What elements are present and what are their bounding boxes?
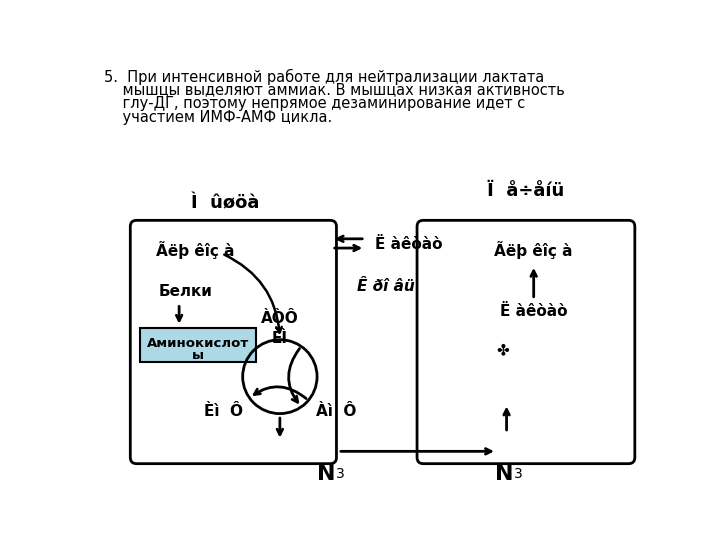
Text: участием ИМФ-АМФ цикла.: участием ИМФ-АМФ цикла. xyxy=(104,110,332,125)
FancyBboxPatch shape xyxy=(140,328,256,362)
Text: мышцы выделяют аммиак. В мышцах низкая активность: мышцы выделяют аммиак. В мышцах низкая а… xyxy=(104,83,564,98)
Text: Èì  Ô: Èì Ô xyxy=(204,404,243,420)
Text: Ê ðî âü: Ê ðî âü xyxy=(357,279,415,294)
Text: Аминокислот: Аминокислот xyxy=(147,337,249,350)
Text: Ì  ûøöà: Ì ûøöà xyxy=(192,194,260,213)
Text: 3: 3 xyxy=(514,467,523,481)
Text: Ãëþ êîç à: Ãëþ êîç à xyxy=(156,241,235,259)
Text: ✤: ✤ xyxy=(496,342,509,357)
Text: Ãëþ êîç à: Ãëþ êîç à xyxy=(495,241,573,259)
Text: 3: 3 xyxy=(336,467,344,481)
Text: ÀÒÔ: ÀÒÔ xyxy=(261,311,299,326)
FancyBboxPatch shape xyxy=(417,220,635,464)
Text: глу-ДГ, поэтому непрямое дезаминирование идет с: глу-ДГ, поэтому непрямое дезаминирование… xyxy=(104,96,525,111)
Text: ы: ы xyxy=(192,349,204,362)
Text: Белки: Белки xyxy=(158,285,212,300)
Text: 5.  При интенсивной работе для нейтрализации лактата: 5. При интенсивной работе для нейтрализа… xyxy=(104,69,544,85)
Text: Ë àêòàò: Ë àêòàò xyxy=(375,237,443,252)
FancyBboxPatch shape xyxy=(130,220,336,464)
Text: Àì  Ô: Àì Ô xyxy=(316,404,356,420)
Text: Ï  å÷åíü: Ï å÷åíü xyxy=(487,183,564,200)
Text: Ë àêòàò: Ë àêòàò xyxy=(500,303,567,319)
Text: ÈÌ: ÈÌ xyxy=(272,331,288,346)
Text: N: N xyxy=(495,464,514,484)
Text: N: N xyxy=(317,464,336,484)
